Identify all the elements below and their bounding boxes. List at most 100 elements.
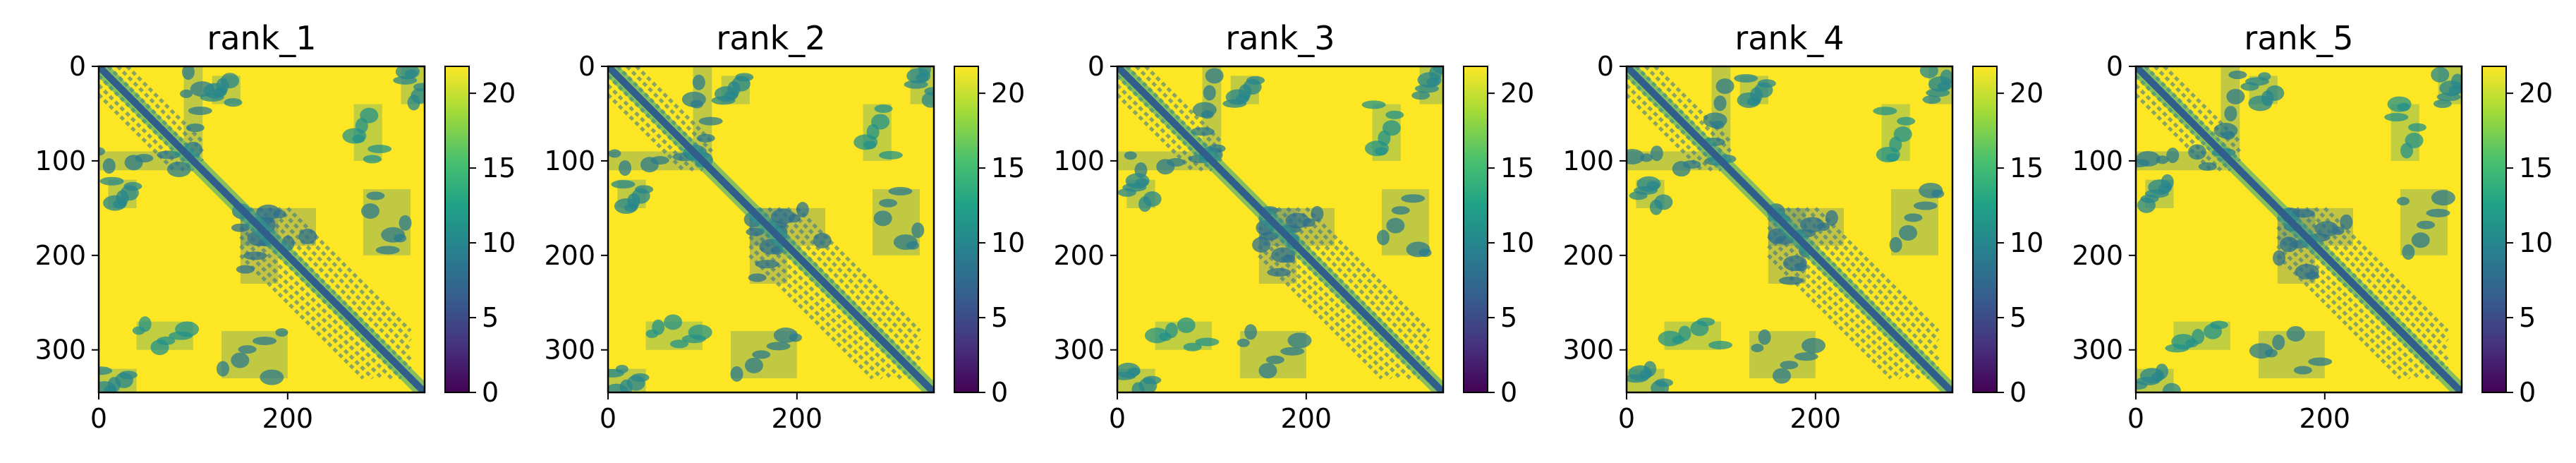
contact-speckle (2188, 144, 2207, 160)
panel-title: rank_5 (2244, 19, 2353, 57)
contact-speckle (1773, 368, 1792, 384)
strand-contact (2304, 207, 2449, 351)
contact-speckle (2400, 143, 2414, 159)
contact-speckle (1919, 182, 1943, 198)
contact-speckle (175, 321, 200, 337)
colorbar: 0 5 10 15 20 (954, 66, 1025, 408)
contact-speckle (381, 227, 406, 243)
x-tick-label: 0 (90, 403, 107, 434)
colorbar-tick-label: 10 (991, 227, 1025, 258)
contact-speckle (2136, 380, 2148, 390)
panel-title: rank_1 (207, 19, 316, 57)
contact-speckle (186, 124, 205, 133)
contact-speckle (1904, 213, 1923, 222)
contact-speckle (1650, 145, 1663, 162)
colorbar-tick-label: 5 (1500, 302, 1517, 333)
contact-speckle (2431, 190, 2455, 206)
x-tick-label: 0 (1618, 403, 1635, 434)
contact-speckle (688, 324, 712, 340)
contact-speckle (1143, 375, 1162, 385)
contact-speckle (166, 161, 191, 177)
colorbar-tick-label: 0 (1500, 377, 1517, 408)
heatmap-panel-1: rank_1 0 200 0 100 200 300 0 5 10 15 20 (35, 19, 516, 434)
y-tick-label: 0 (1597, 51, 1614, 82)
strand-contact (635, 66, 714, 143)
x-tick-label: 200 (2299, 403, 2351, 434)
contact-speckle (1287, 332, 1312, 349)
contact-speckle (135, 154, 154, 163)
y-tick-label: 200 (544, 240, 595, 271)
contact-speckle (619, 160, 632, 176)
strand-contact (2314, 207, 2449, 342)
contact-speckle (906, 68, 931, 84)
strand-contact (277, 207, 412, 342)
contact-speckle (2272, 335, 2285, 351)
contact-speckle (1751, 344, 1764, 353)
strand-contact (267, 207, 412, 351)
contact-speckle (1873, 107, 1897, 116)
contact-speckle (188, 106, 212, 115)
diagonal-band (1117, 66, 1443, 392)
contact-speckle (652, 319, 665, 335)
contact-speckle (99, 366, 113, 375)
contact-speckle (1708, 340, 1733, 349)
contact-speckle (2387, 96, 2412, 112)
axes-frame (607, 65, 935, 394)
contact-speckle (103, 195, 128, 211)
contact-speckle (2286, 325, 2305, 342)
y-tick-label: 300 (1562, 335, 1614, 366)
contact-speckle (1271, 247, 1296, 263)
heatmap-cells (1117, 66, 1443, 392)
colorbar: 0 5 10 15 20 (2481, 66, 2553, 408)
contact-speckle (1715, 78, 1734, 95)
strand-contact (1286, 207, 1430, 351)
strand-contact (1305, 207, 1430, 332)
diagonal-band (99, 66, 425, 392)
colorbar-tick-label: 5 (2519, 302, 2536, 333)
contact-speckle (608, 149, 621, 158)
contact-speckle (2433, 100, 2452, 109)
contact-speckle (1280, 347, 1305, 356)
contact-speckle (796, 202, 809, 218)
colorbar-tick-label: 20 (482, 78, 516, 109)
contact-speckle (1734, 74, 1758, 83)
contact-speckle (138, 316, 152, 332)
y-tick-label: 100 (544, 145, 595, 176)
contact-speckle (203, 83, 228, 99)
contact-speckle (1628, 365, 1653, 381)
heatmap-cells (99, 66, 425, 392)
contact-speckle (1658, 330, 1682, 347)
contact-speckle (342, 128, 367, 144)
contact-speckle (698, 116, 723, 126)
contact-speckle (1361, 100, 1386, 109)
colorbar-tick-label: 20 (1500, 78, 1534, 109)
contact-speckle (2396, 196, 2410, 205)
contact-speckle (119, 371, 138, 380)
y-tick-label: 0 (578, 51, 595, 82)
panel-title: rank_4 (1734, 19, 1844, 57)
colorbar-gradient (954, 66, 979, 393)
contact-speckle (1244, 324, 1258, 340)
contact-speckle (730, 366, 743, 382)
contact-speckle (2224, 105, 2237, 121)
contact-speckle (2249, 343, 2273, 359)
x-tick-label: 200 (772, 403, 823, 434)
contact-speckle (1919, 66, 1938, 78)
contact-speckle (1696, 317, 1715, 326)
strand-contact (786, 207, 921, 342)
contact-speckle (1897, 116, 1916, 126)
colorbar-tick-label: 0 (2519, 377, 2536, 408)
contact-speckle (2240, 82, 2259, 91)
contact-speckle (1386, 217, 1405, 234)
strand-contact (1258, 244, 1393, 380)
contact-speckle (1703, 112, 1727, 128)
colorbar-tick-label: 10 (2010, 227, 2043, 258)
panel-title: rank_2 (716, 19, 825, 57)
contact-speckle (2166, 148, 2180, 164)
contact-speckle (363, 155, 382, 164)
strand-contact (1804, 207, 1940, 342)
colorbar-tick-label: 20 (2519, 78, 2553, 109)
contact-speckle (236, 265, 255, 274)
strand-contact (796, 207, 921, 332)
colorbar-tick-label: 0 (991, 377, 1008, 408)
